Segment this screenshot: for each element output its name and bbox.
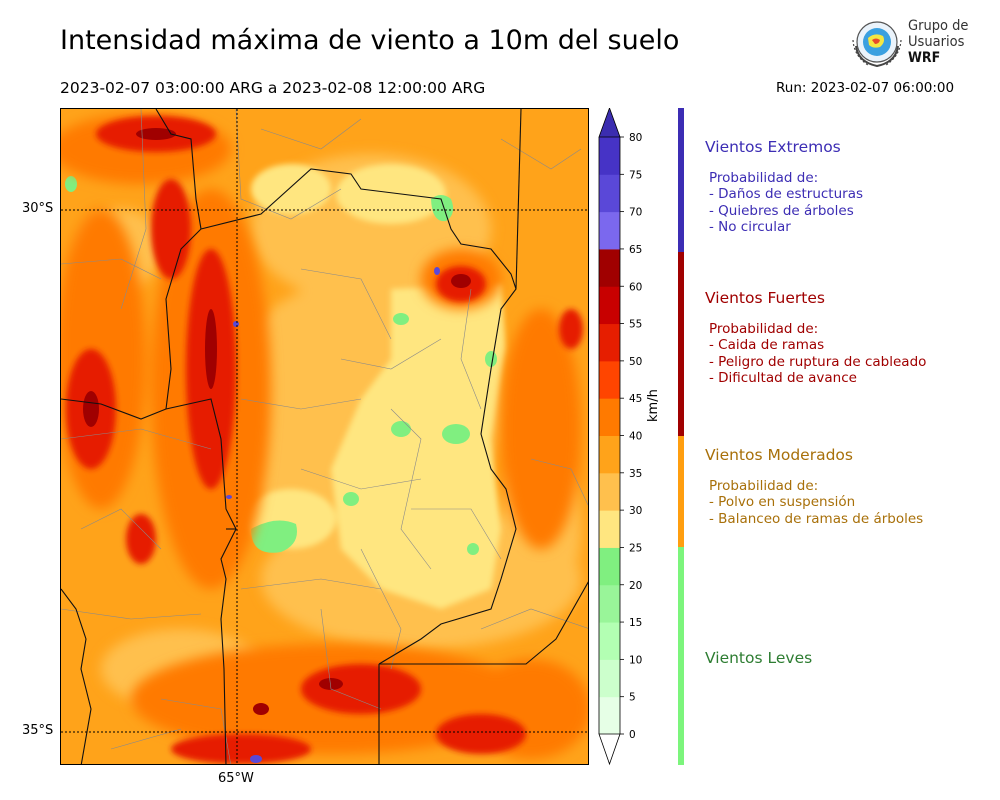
run-time: Run: 2023-02-07 06:00:00: [776, 80, 955, 96]
colorbar-band: [599, 510, 620, 548]
field-extreme: [226, 267, 440, 763]
category-line: Probabilidad de:: [709, 170, 819, 186]
lat-label-30s: 30°S: [22, 201, 54, 216]
colorbar-band: [599, 696, 620, 735]
logo-emblem-icon: [852, 21, 902, 68]
colorbar-band: [599, 622, 620, 660]
colorbar-band: [599, 435, 620, 474]
colorbar-tick-label: 10: [629, 654, 642, 666]
category-name: Vientos Extremos: [705, 138, 841, 156]
logo-line-1: Grupo de: [908, 18, 969, 34]
category-line: - Balanceo de ramas de árboles: [709, 510, 924, 527]
valid-period: 2023-02-07 03:00:00 ARG a 2023-02-08 12:…: [60, 79, 486, 97]
colorbar-tick-label: 45: [629, 393, 642, 405]
logo-line-3: WRF: [908, 50, 941, 66]
colorbar-tick-label: 60: [629, 281, 642, 293]
category-line: - Dificultad de avance: [709, 370, 857, 387]
category-line: Probabilidad de:: [709, 321, 819, 337]
category-line: - Caida de ramas: [709, 337, 825, 354]
category-fuertes: Vientos Fuertes Probabilidad de: - Caida…: [705, 289, 926, 387]
colorbar-over-arrow: [598, 108, 621, 138]
colorbar-band: [599, 659, 620, 698]
colorbar-tick-label: 30: [629, 505, 642, 517]
colorbar-band: [599, 472, 620, 511]
colorbar-tick-label: 40: [629, 431, 642, 443]
grupo-usuarios-wrf-logo: Grupo de Usuarios WRF: [848, 16, 978, 72]
map-title: Intensidad máxima de viento a 10m del su…: [60, 25, 680, 56]
category-line: - No circular: [709, 219, 791, 236]
category-bar-leves: [678, 547, 684, 765]
colorbar-tick-label: 55: [629, 319, 642, 331]
colorbar-band: [599, 174, 620, 213]
category-line: - Daños de estructuras: [709, 186, 864, 203]
colorbar-ticks: 0 5 10 15 20 25 30 35 40 45 50 55 60 65 70 75 80: [620, 132, 642, 741]
colorbar-tick-label: 65: [629, 244, 642, 256]
category-name: Vientos Fuertes: [705, 289, 825, 307]
category-bar-moderados: [678, 436, 684, 547]
province-boundaries: [61, 109, 588, 764]
colorbar-band: [599, 584, 620, 623]
colorbar-tick-label: 25: [629, 542, 642, 554]
colorbar-band: [599, 286, 620, 325]
colorbar-tick-label: 80: [629, 132, 642, 144]
category-line: - Quiebres de árboles: [709, 202, 854, 219]
colorbar-tick-label: 35: [629, 468, 642, 480]
field-low-wind: [65, 176, 497, 555]
graticule: [61, 109, 588, 764]
colorbar-band: [599, 547, 620, 586]
category-extremos: Vientos Extremos Probabilidad de: - Daño…: [705, 138, 863, 236]
colorbar-unit-label: km/h: [646, 389, 661, 422]
colorbar-band: [599, 398, 620, 436]
category-bar-fuertes: [678, 252, 684, 436]
lat-label-35s: 35°S: [22, 723, 54, 738]
department-boundaries: [61, 109, 588, 764]
logo-line-2: Usuarios: [908, 34, 965, 50]
colorbar-tick-label: 20: [629, 580, 642, 592]
colorbar-tick-label: 0: [629, 729, 636, 741]
category-line: Probabilidad de:: [709, 478, 819, 494]
lon-label-65w: 65°W: [218, 771, 254, 786]
category-moderados: Vientos Moderados Probabilidad de: - Pol…: [705, 446, 923, 527]
colorbar-tick-label: 50: [629, 356, 642, 368]
colorbar-band: [599, 360, 620, 399]
colorbar-tick-label: 15: [629, 617, 642, 629]
colorbar-band: [599, 211, 620, 250]
wind-map: [60, 108, 589, 765]
colorbar-tick-label: 75: [629, 169, 642, 181]
field-50-60: [66, 116, 583, 764]
colorbar-band: [599, 248, 620, 287]
colorbar-band: [599, 323, 620, 362]
colorbar-tick-label: 5: [629, 692, 636, 704]
category-line: - Peligro de ruptura de cableado: [709, 353, 927, 370]
colorbar-under-arrow: [598, 733, 621, 766]
category-name: Vientos Moderados: [705, 446, 853, 464]
category-name: Vientos Leves: [705, 649, 813, 667]
colorbar-band: [599, 137, 620, 175]
category-bar-extremos: [678, 108, 684, 252]
category-leves: Vientos Leves: [705, 649, 812, 667]
colorbar: 0 5 10 15 20 25 30 35 40 45 50 55 60 65 70 75 80: [598, 108, 642, 766]
colorbar-bands: [598, 108, 621, 766]
category-line: - Polvo en suspensión: [709, 494, 856, 511]
field-60-65: [83, 128, 471, 715]
colorbar-tick-label: 70: [629, 207, 642, 219]
wind-field-svg: [61, 109, 588, 764]
